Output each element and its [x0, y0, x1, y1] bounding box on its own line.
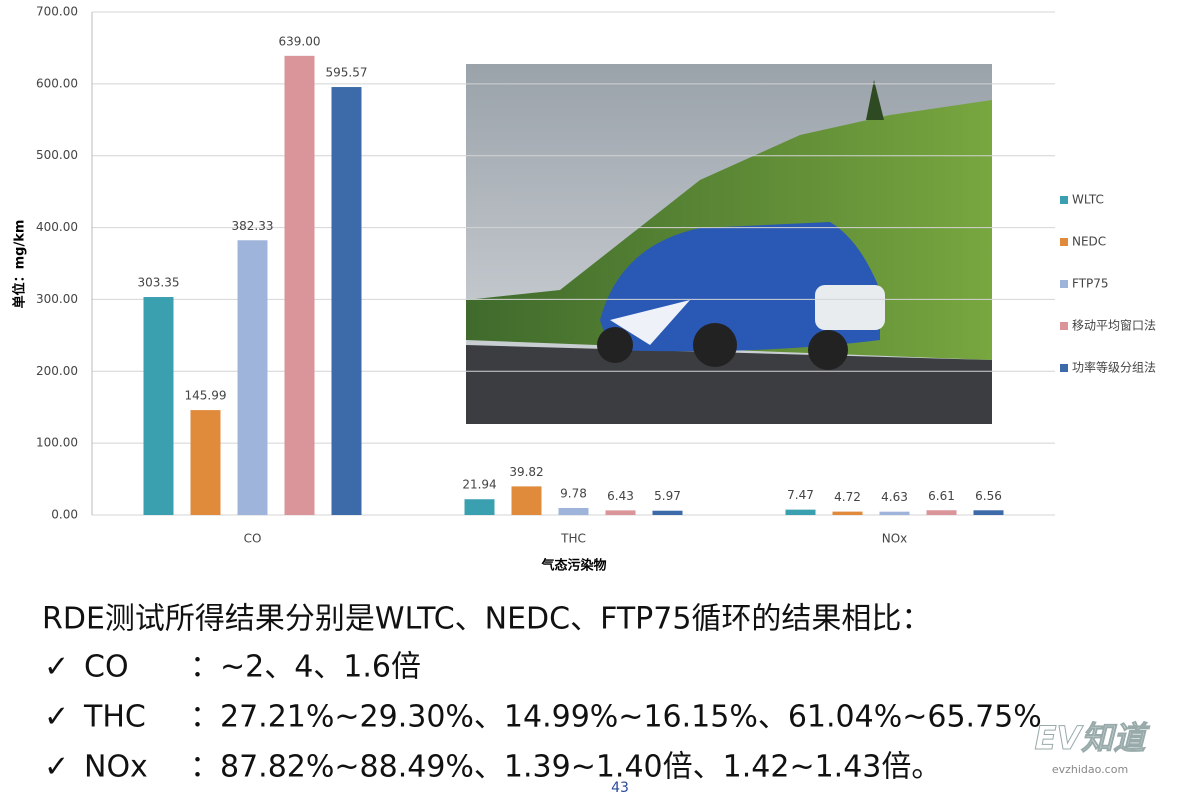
y-tick-label: 500.00 — [36, 148, 78, 162]
legend-label: NEDC — [1072, 235, 1106, 249]
bar — [652, 510, 683, 515]
note-text: ：~2、4、1.6倍 — [190, 650, 421, 685]
bar — [785, 509, 816, 515]
data-label: 6.56 — [975, 489, 1002, 503]
legend-label: 功率等级分组法 — [1072, 360, 1156, 375]
x-tick-label: NOx — [882, 532, 908, 546]
note-text: ：87.82%~88.49%、1.39~1.40倍、1.42~1.43倍。 — [190, 750, 941, 785]
bar — [143, 297, 174, 515]
y-tick-label: 100.00 — [36, 436, 78, 450]
data-label: 145.99 — [185, 389, 227, 403]
note-label: THC — [83, 700, 146, 735]
bar — [237, 240, 268, 515]
bar — [464, 499, 495, 515]
data-label: 4.72 — [834, 490, 861, 504]
bar — [973, 510, 1004, 515]
bar — [832, 511, 863, 515]
legend-label: FTP75 — [1072, 277, 1109, 291]
check-mark: ✓ — [44, 700, 69, 735]
bar — [190, 410, 221, 515]
data-label: 303.35 — [138, 276, 180, 290]
note-label: NOx — [84, 750, 148, 785]
watermark-logo: EV知道 — [1035, 719, 1151, 757]
data-label: 6.43 — [607, 489, 634, 503]
note-label: CO — [84, 650, 129, 685]
check-mark: ✓ — [44, 650, 69, 685]
data-label: 382.33 — [232, 219, 274, 233]
page-number: 43 — [611, 780, 629, 796]
data-label: 595.57 — [326, 66, 368, 80]
x-tick-label: THC — [560, 532, 586, 546]
y-tick-label: 700.00 — [36, 5, 78, 19]
legend-swatch — [1060, 196, 1068, 204]
bar — [284, 55, 315, 515]
y-tick-label: 0.00 — [51, 508, 78, 522]
y-tick-label: 300.00 — [36, 292, 78, 306]
bar — [511, 486, 542, 515]
bar — [558, 507, 589, 515]
bar — [879, 511, 910, 515]
data-label: 639.00 — [279, 34, 321, 48]
y-tick-label: 200.00 — [36, 364, 78, 378]
bar — [605, 510, 636, 515]
notes-heading: RDE测试所得结果分别是WLTC、NEDC、FTP75循环的结果相比： — [42, 602, 931, 637]
y-tick-label: 600.00 — [36, 76, 78, 90]
x-axis-title: 气态污染物 — [541, 558, 606, 574]
data-label: 4.63 — [881, 490, 908, 504]
note-text: ：27.21%~29.30%、14.99%~16.15%、61.04%~65.7… — [190, 700, 1042, 735]
bar — [926, 510, 957, 515]
legend-swatch — [1060, 280, 1068, 288]
notes: ✓ CO ：~2、4、1.6倍 ✓ THC ：27.21%~29.30%、14.99%~1… — [44, 650, 1042, 785]
data-label: 5.97 — [654, 489, 681, 503]
legend-label: WLTC — [1072, 193, 1104, 207]
data-label: 9.78 — [560, 486, 587, 500]
legend-swatch — [1060, 364, 1068, 372]
legend-swatch — [1060, 238, 1068, 246]
data-label: 21.94 — [462, 478, 496, 492]
y-tick-label: 400.00 — [36, 220, 78, 234]
photo — [466, 64, 992, 424]
check-mark: ✓ — [44, 750, 69, 785]
legend-swatch — [1060, 322, 1068, 330]
data-label: 39.82 — [509, 465, 543, 479]
y-axis-title: 单位：mg/km — [12, 220, 28, 309]
x-tick-label: CO — [244, 532, 262, 546]
data-label: 7.47 — [787, 488, 814, 502]
watermark-site: evzhidao.com — [1052, 763, 1128, 776]
bar — [331, 87, 362, 516]
legend-label: 移动平均窗口法 — [1072, 319, 1156, 333]
data-label: 6.61 — [928, 489, 955, 503]
